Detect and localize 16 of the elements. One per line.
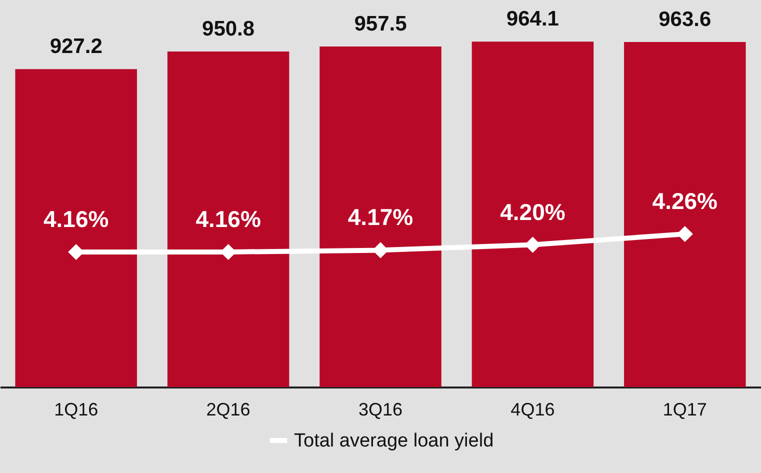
x-tick-label: 3Q16 [358, 400, 403, 420]
data-label: 4.20% [500, 198, 566, 225]
data-label: 4.17% [348, 204, 414, 230]
data-label: 927.2 [50, 35, 102, 58]
x-tick-label: 1Q16 [54, 400, 98, 420]
x-tick-label: 4Q16 [510, 400, 555, 420]
x-tick-label: 1Q17 [662, 400, 707, 420]
data-label: 4.16% [196, 206, 261, 232]
legend-label: Total average loan yield [294, 430, 494, 452]
data-label: 957.5 [354, 12, 408, 36]
x-tick-label: 2Q16 [206, 400, 250, 420]
data-label: 964.1 [506, 8, 560, 31]
data-label: 4.26% [652, 188, 718, 214]
data-label: 4.16% [43, 206, 109, 232]
data-label: 950.8 [202, 18, 255, 40]
data-label: 963.6 [658, 8, 712, 31]
